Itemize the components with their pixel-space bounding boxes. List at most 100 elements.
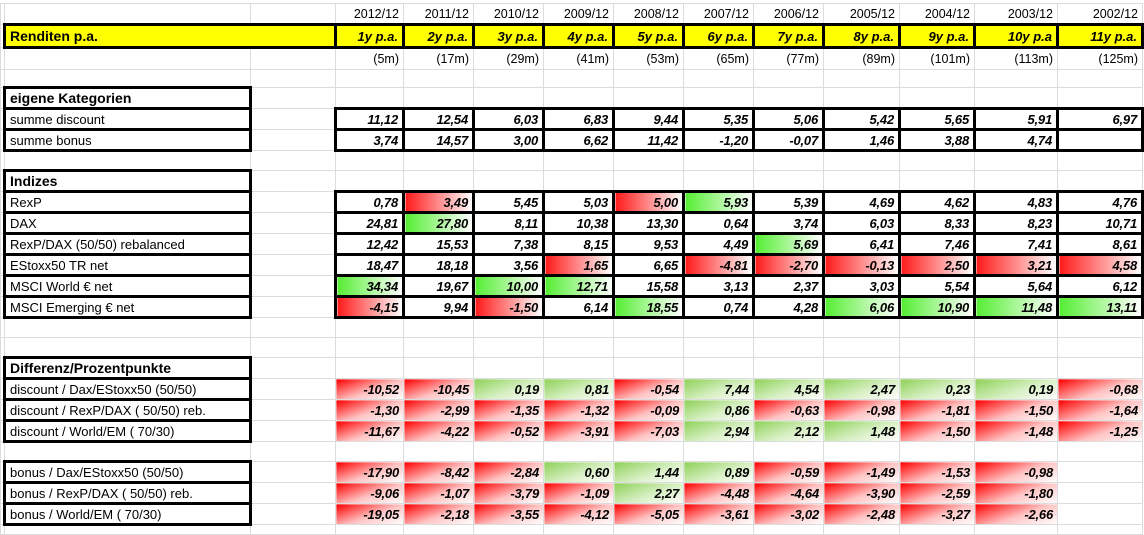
year-cell[interactable]: 2004/12 — [899, 3, 975, 25]
empty-cell[interactable] — [543, 524, 614, 535]
value-cell[interactable]: 14,57 — [402, 128, 475, 152]
year-cell[interactable]: 2011/12 — [403, 3, 474, 25]
value-cell[interactable]: 9,44 — [612, 107, 685, 131]
value-cell[interactable]: 2,94 — [683, 420, 754, 442]
empty-cell[interactable] — [543, 441, 614, 462]
empty-cell[interactable] — [335, 337, 404, 358]
empty-cell[interactable] — [250, 129, 336, 151]
empty-cell[interactable] — [250, 357, 336, 379]
empty-cell[interactable] — [683, 441, 754, 462]
empty-cell[interactable] — [403, 337, 474, 358]
value-cell[interactable]: -8,42 — [403, 461, 474, 483]
empty-cell[interactable] — [473, 441, 544, 462]
value-cell[interactable]: 7,46 — [898, 232, 976, 256]
empty-cell[interactable] — [1057, 150, 1143, 171]
value-cell[interactable]: -1,81 — [899, 399, 975, 421]
value-cell[interactable]: -2,70 — [752, 253, 825, 277]
year-cell[interactable]: 2003/12 — [974, 3, 1058, 25]
value-cell[interactable]: -1,07 — [403, 482, 474, 504]
empty-cell[interactable] — [403, 150, 474, 171]
row-label[interactable]: RexP/DAX (50/50) rebalanced — [3, 232, 252, 256]
empty-cell[interactable] — [823, 69, 900, 88]
value-cell[interactable]: -2,99 — [403, 399, 474, 421]
value-cell[interactable]: 5,64 — [973, 274, 1059, 298]
empty-cell[interactable] — [473, 170, 544, 192]
value-cell[interactable]: 24,81 — [334, 211, 405, 235]
value-cell[interactable]: -1,20 — [682, 128, 755, 152]
empty-cell[interactable] — [899, 441, 975, 462]
empty-cell[interactable] — [683, 69, 754, 88]
period-header[interactable]: 2y p.a. — [402, 23, 475, 49]
empty-cell[interactable] — [753, 524, 824, 535]
value-cell[interactable]: 5,93 — [682, 190, 755, 214]
empty-cell[interactable] — [683, 357, 754, 379]
empty-cell[interactable] — [4, 150, 251, 171]
empty-cell[interactable] — [683, 87, 754, 109]
empty-cell[interactable] — [899, 150, 975, 171]
value-cell[interactable]: -4,12 — [543, 503, 614, 525]
row-label[interactable]: summe discount — [3, 107, 252, 131]
empty-cell[interactable] — [4, 3, 251, 25]
empty-cell[interactable] — [899, 337, 975, 358]
value-cell[interactable]: -2,84 — [473, 461, 544, 483]
months-cell[interactable]: (53m) — [613, 47, 684, 70]
value-cell[interactable]: -1,09 — [543, 482, 614, 504]
value-cell[interactable]: 0,19 — [473, 378, 544, 400]
row-label[interactable]: discount / World/EM ( 70/30) — [3, 419, 252, 443]
empty-cell[interactable] — [473, 150, 544, 171]
months-cell[interactable]: (113m) — [974, 47, 1058, 70]
empty-cell[interactable] — [250, 420, 336, 442]
value-cell[interactable]: 4,76 — [1056, 190, 1144, 214]
empty-cell[interactable] — [823, 317, 900, 338]
empty-cell[interactable] — [473, 317, 544, 338]
value-cell[interactable]: 1,48 — [823, 420, 900, 442]
value-cell[interactable]: 4,58 — [1056, 253, 1144, 277]
value-cell[interactable]: 12,54 — [402, 107, 475, 131]
value-cell[interactable] — [1057, 482, 1143, 504]
empty-cell[interactable] — [250, 461, 336, 483]
empty-cell[interactable] — [4, 524, 251, 535]
value-cell[interactable]: -3,91 — [543, 420, 614, 442]
value-cell[interactable]: 8,61 — [1056, 232, 1144, 256]
empty-cell[interactable] — [753, 69, 824, 88]
value-cell[interactable]: 13,11 — [1056, 295, 1144, 319]
months-cell[interactable]: (29m) — [473, 47, 544, 70]
months-cell[interactable]: (77m) — [753, 47, 824, 70]
empty-cell[interactable] — [1057, 317, 1143, 338]
value-cell[interactable]: 3,21 — [973, 253, 1059, 277]
year-cell[interactable]: 2008/12 — [613, 3, 684, 25]
empty-cell[interactable] — [974, 87, 1058, 109]
value-cell[interactable]: -1,32 — [543, 399, 614, 421]
value-cell[interactable]: 2,47 — [823, 378, 900, 400]
value-cell[interactable]: 11,12 — [334, 107, 405, 131]
value-cell[interactable]: 8,33 — [898, 211, 976, 235]
section-title[interactable]: eigene Kategorien — [3, 86, 252, 110]
value-cell[interactable]: 5,69 — [752, 232, 825, 256]
empty-cell[interactable] — [250, 399, 336, 421]
empty-cell[interactable] — [250, 3, 336, 25]
value-cell[interactable]: -5,05 — [613, 503, 684, 525]
empty-cell[interactable] — [543, 170, 614, 192]
empty-cell[interactable] — [473, 87, 544, 109]
empty-cell[interactable] — [250, 441, 336, 462]
value-cell[interactable]: -0,07 — [752, 128, 825, 152]
value-cell[interactable]: -0,54 — [613, 378, 684, 400]
empty-cell[interactable] — [403, 170, 474, 192]
months-cell[interactable]: (41m) — [543, 47, 614, 70]
value-cell[interactable]: -1,49 — [823, 461, 900, 483]
value-cell[interactable]: -1,25 — [1057, 420, 1143, 442]
value-cell[interactable]: 9,94 — [402, 295, 475, 319]
empty-cell[interactable] — [335, 87, 404, 109]
empty-cell[interactable] — [403, 524, 474, 535]
value-cell[interactable]: -11,67 — [335, 420, 404, 442]
row-label[interactable]: DAX — [3, 211, 252, 235]
empty-cell[interactable] — [1057, 170, 1143, 192]
value-cell[interactable]: 15,58 — [612, 274, 685, 298]
empty-cell[interactable] — [4, 69, 251, 88]
row-label[interactable]: bonus / Dax/EStoxx50 (50/50) — [3, 460, 252, 484]
value-cell[interactable]: -1,30 — [335, 399, 404, 421]
empty-cell[interactable] — [753, 317, 824, 338]
value-cell[interactable]: 6,41 — [822, 232, 901, 256]
empty-cell[interactable] — [473, 524, 544, 535]
empty-cell[interactable] — [899, 317, 975, 338]
